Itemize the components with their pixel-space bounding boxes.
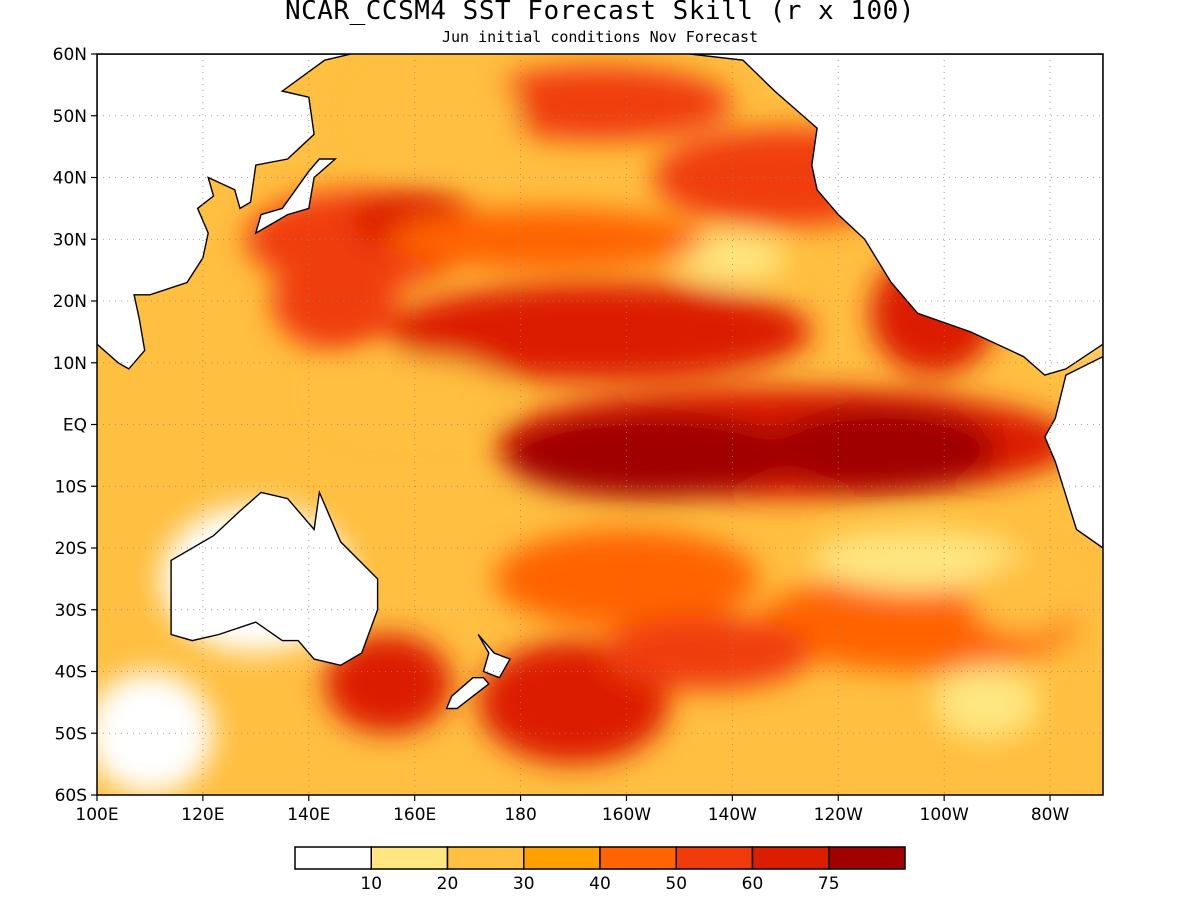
colorbar-swatch <box>828 846 906 870</box>
australia-landmass <box>170 489 379 667</box>
lon-tick-label: 180 <box>504 805 536 825</box>
japan-landmass <box>254 158 338 235</box>
lat-tick-label: 30S <box>55 601 87 621</box>
lon-tick-label: 140E <box>287 805 330 825</box>
lat-tick-label: 20S <box>55 539 87 559</box>
lon-tick-label: 100W <box>920 805 969 825</box>
lat-tick-label: 50N <box>53 107 87 127</box>
lon-tick-label: 80W <box>1031 805 1070 825</box>
colorbar-swatch <box>675 846 754 870</box>
skill-region-20 <box>319 356 510 431</box>
lon-tick-label: 140W <box>708 805 757 825</box>
north-america-landmass <box>689 54 1103 376</box>
colorbar-label: 60 <box>742 874 764 894</box>
lon-tick-label: 120W <box>814 805 863 825</box>
skill-region-18 <box>811 529 1024 592</box>
south-america-landmass <box>1044 355 1103 549</box>
skill-region-11 <box>494 529 759 629</box>
chart-subtitle: Jun initial conditions Nov Forecast <box>441 28 759 46</box>
lat-tick-label: 40N <box>53 169 87 189</box>
lat-tick-label: 10N <box>53 354 87 374</box>
skill-region-13 <box>600 615 812 691</box>
lat-tick-label: 20N <box>53 292 87 312</box>
colorbar-label: 50 <box>665 874 687 894</box>
lat-tick-label: EQ <box>63 416 87 436</box>
colorbar: 10 20 30 40 50 60 75 <box>294 846 906 894</box>
colorbar-label: 40 <box>589 874 611 894</box>
skill-region-5 <box>271 251 399 351</box>
colorbar-swatch <box>294 846 372 870</box>
colorbar-swatch <box>599 846 677 870</box>
latitude-axis: 60N 50N 40N 30N 20N 10N EQ 10S 20S 30S 40S 50S 60S <box>53 45 97 806</box>
skill-field <box>97 54 1103 795</box>
lat-tick-label: 30N <box>53 230 87 250</box>
colorbar-swatch <box>446 846 525 870</box>
colorbar-swatch <box>370 846 449 870</box>
longitude-axis: 100E 120E 140E 160E 180 160W 140W 120W 100W 80W <box>75 795 1069 825</box>
lat-tick-label: 60S <box>55 786 87 806</box>
skill-region-23 <box>970 560 1077 635</box>
skill-region-16 <box>97 671 214 795</box>
new-zealand-south-island <box>445 677 490 710</box>
lon-tick-label: 160E <box>393 805 436 825</box>
colorbar-swatch <box>751 846 830 870</box>
lat-tick-label: 60N <box>53 45 87 65</box>
asia-landmass <box>97 54 352 370</box>
colorbar-swatch <box>523 846 601 870</box>
lat-tick-label: 10S <box>55 477 87 497</box>
skill-region-19 <box>933 665 1040 740</box>
chart-title: NCAR_CCSM4 SST Forecast Skill (r x 100) <box>285 0 915 26</box>
lat-tick-label: 50S <box>55 724 87 744</box>
colorbar-label: 30 <box>513 874 535 894</box>
skill-region-14 <box>467 66 733 141</box>
colorbar-label: 75 <box>818 874 840 894</box>
colorbar-label: 20 <box>437 874 459 894</box>
colorbar-label: 10 <box>360 874 382 894</box>
new-zealand-north-island <box>477 634 512 679</box>
skill-region-22 <box>679 233 786 283</box>
lon-tick-label: 100E <box>75 805 118 825</box>
lon-tick-label: 120E <box>181 805 224 825</box>
lon-tick-label: 160W <box>602 805 651 825</box>
skill-region-21 <box>361 66 521 166</box>
lat-tick-label: 40S <box>55 663 87 683</box>
skill-region-2 <box>764 405 998 493</box>
skill-region-10 <box>324 634 452 734</box>
skill-region-1 <box>504 412 802 499</box>
skill-region-3 <box>388 282 812 382</box>
